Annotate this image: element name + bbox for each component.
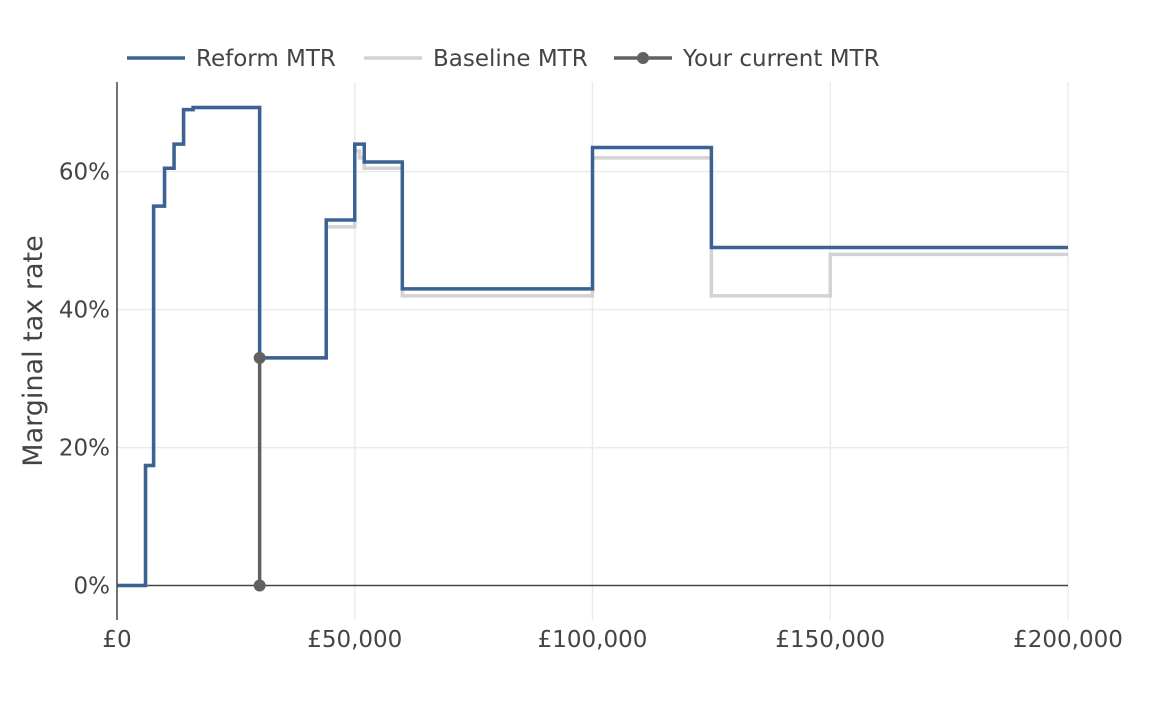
y-tick-labels: 0% 20% 40% 60%: [59, 160, 110, 600]
reform-mtr-line: [117, 105, 1068, 588]
current-mtr-point: [253, 351, 266, 364]
series-layer: [117, 105, 1068, 592]
x-tick-label: £50,000: [307, 627, 402, 653]
x-tick-label: £0: [102, 627, 131, 653]
x-tick-label: £150,000: [775, 627, 885, 653]
legend: Reform MTR Baseline MTR Your current MTR: [127, 46, 880, 72]
legend-marker-your-current-mtr: [637, 52, 649, 64]
current-mtr-point: [253, 579, 266, 592]
y-axis-title: Marginal tax rate: [18, 235, 49, 466]
legend-label-reform-mtr: Reform MTR: [196, 46, 336, 72]
legend-item-reform-mtr: Reform MTR: [127, 46, 336, 72]
y-tick-label: 0%: [74, 574, 111, 600]
current-mtr-marker-group: [253, 351, 266, 592]
legend-item-baseline-mtr: Baseline MTR: [364, 46, 588, 72]
legend-label-your-current-mtr: Your current MTR: [682, 46, 880, 72]
y-tick-label: 40%: [59, 298, 110, 324]
x-tick-label: £200,000: [1013, 627, 1123, 653]
x-tick-labels: £0 £50,000 £100,000 £150,000 £200,000: [102, 627, 1123, 653]
legend-item-your-current-mtr: Your current MTR: [614, 46, 880, 72]
y-tick-label: 20%: [59, 436, 110, 462]
x-tick-label: £100,000: [538, 627, 648, 653]
legend-label-baseline-mtr: Baseline MTR: [433, 46, 588, 72]
y-tick-label: 60%: [59, 160, 110, 186]
